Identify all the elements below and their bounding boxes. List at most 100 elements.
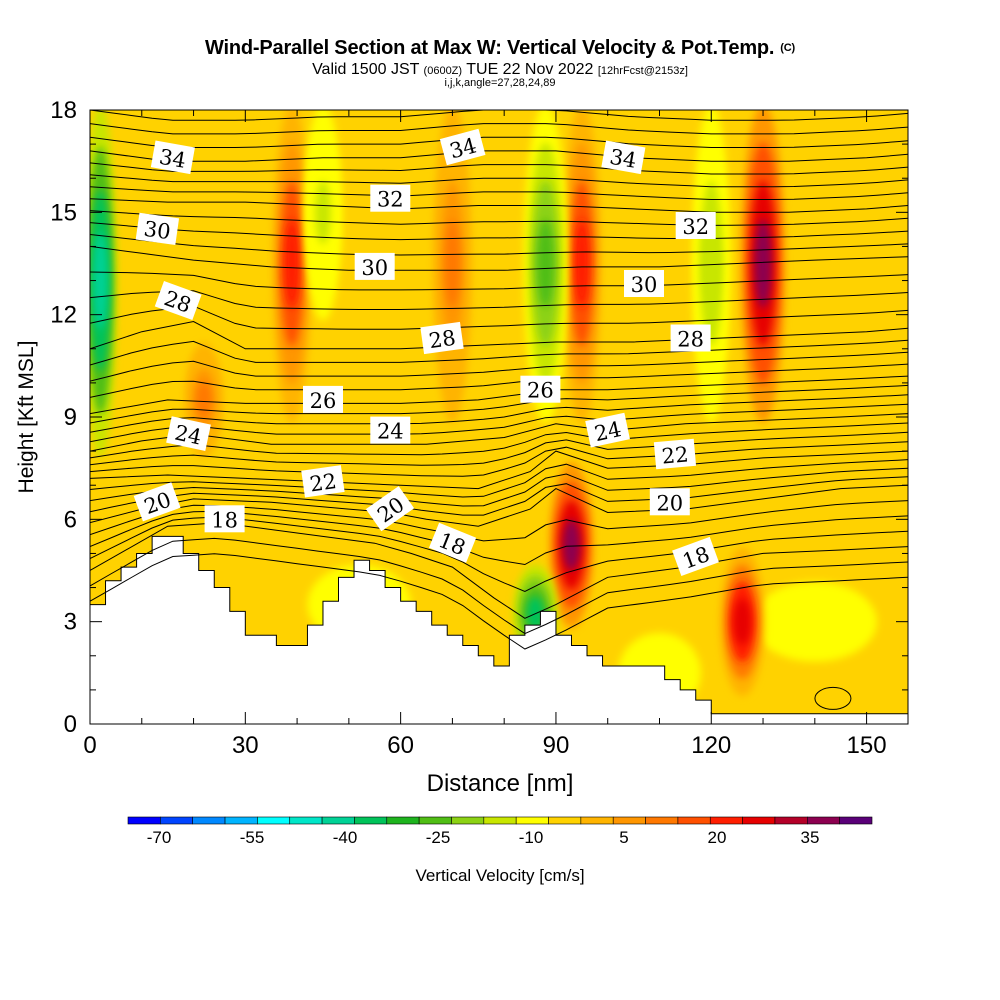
chart-title: Wind-Parallel Section at Max W: Vertical…	[0, 37, 1000, 60]
theta-isoline	[90, 422, 908, 459]
theta-isoline	[90, 305, 908, 330]
theta-label-box	[585, 412, 630, 448]
x-tick-label: 90	[543, 732, 570, 759]
x-tick-label: 60	[387, 732, 414, 759]
colorbar-tick-label: -70	[147, 828, 172, 847]
theta-label-26: 26	[303, 385, 343, 413]
theta-label-box	[133, 482, 181, 522]
colorbar-swatch	[257, 816, 291, 825]
theta-isoline	[90, 234, 908, 256]
theta-isoline-34	[90, 150, 908, 162]
theta-isoline-22	[90, 450, 908, 490]
y-tick-label: 12	[50, 302, 77, 329]
colorbar-swatch	[515, 816, 549, 825]
colorbar: -70 -55 -40 -25 -10 5 20 35	[127, 816, 873, 847]
theta-label-text: 26	[310, 389, 337, 413]
theta-isoline	[90, 476, 908, 516]
theta-isolines	[90, 110, 908, 710]
theta-label-text: 24	[173, 421, 204, 450]
theta-label-24: 24	[166, 416, 211, 451]
colorbar-swatch	[224, 816, 258, 825]
theta-isoline	[90, 174, 908, 188]
y-tick-label: 18	[50, 97, 77, 124]
colorbar-swatch	[677, 816, 711, 825]
x-axis-label: Distance [nm]	[427, 770, 574, 797]
colorbar-swatch	[612, 816, 646, 825]
theta-label-text: 28	[677, 328, 704, 352]
theta-label-box	[520, 375, 561, 403]
x-tick-label: 30	[232, 732, 259, 759]
updraft-region	[562, 519, 580, 571]
theta-label-text: 32	[377, 188, 404, 212]
theta-label-text: 26	[527, 379, 554, 403]
theta-label-box	[354, 252, 395, 280]
theta-label-text: 22	[661, 442, 690, 468]
theta-label-box	[420, 321, 464, 355]
theta-label-24: 24	[370, 416, 411, 444]
theta-label-box	[135, 212, 180, 246]
theta-label-box	[653, 438, 697, 470]
theta-isoline	[90, 467, 908, 507]
theta-label-box	[204, 505, 245, 533]
colorbar-swatch	[839, 816, 873, 825]
updraft-region	[733, 598, 751, 645]
theta-label-box	[370, 184, 411, 212]
updraft-region	[754, 219, 772, 308]
colorbar-swatch	[742, 816, 776, 825]
theta-label-34: 34	[150, 140, 195, 175]
y-tick-label: 15	[50, 199, 77, 226]
theta-label-box	[601, 140, 646, 175]
theta-isoline-18	[90, 522, 908, 619]
theta-label-box	[365, 486, 415, 532]
downdraft-region	[315, 180, 331, 244]
theta-label-28: 28	[420, 321, 464, 355]
theta-label-18: 18	[204, 505, 245, 533]
colorbar-tick-label: -10	[519, 828, 544, 847]
theta-isoline-28	[90, 320, 908, 350]
theta-isoline	[90, 441, 908, 477]
colorbar-swatch	[709, 816, 743, 825]
colorbar-swatch	[192, 816, 226, 825]
colorbar-swatch	[483, 816, 517, 825]
theta-isoline-30	[90, 245, 908, 271]
theta-label-28: 28	[154, 281, 202, 321]
y-tick-label: 9	[64, 404, 77, 431]
theta-label-text: 30	[361, 256, 388, 280]
y-tick-label: 6	[64, 506, 77, 533]
theta-label-box	[303, 385, 343, 413]
theta-label-text: 22	[308, 469, 338, 496]
colorbar-swatch	[418, 816, 452, 825]
theta-isoline	[90, 459, 908, 498]
colorbar-swatch	[580, 816, 614, 825]
colorbar-swatch	[774, 816, 808, 825]
theta-label-text: 32	[682, 215, 709, 239]
theta-label-30: 30	[624, 270, 664, 297]
theta-label-text: 20	[656, 491, 683, 515]
colorbar-label: Vertical Velocity [cm/s]	[415, 866, 584, 885]
theta-label-box	[649, 488, 690, 516]
theta-label-box	[439, 128, 486, 166]
title-unit: (C)	[780, 42, 795, 54]
axes: 0 30 60 90 120 150 0 3 6 9 12 15 18	[50, 97, 908, 759]
colorbar-tick-label: -25	[426, 828, 451, 847]
colorbar-swatch	[548, 816, 582, 825]
theta-label-box	[370, 416, 411, 444]
terrain-polygon	[90, 535, 908, 724]
theta-label-28: 28	[670, 324, 711, 352]
colorbar-swatch	[451, 816, 485, 825]
section-indices: i,j,k,angle=27,28,24,89	[444, 77, 556, 89]
theta-label-34: 34	[601, 140, 646, 175]
colorbar-tick-label: 35	[801, 828, 820, 847]
theta-isoline	[90, 403, 908, 443]
theta-isoline	[90, 162, 908, 175]
theta-label-30: 30	[354, 252, 395, 280]
valid-date: TUE 22 Nov 2022	[466, 61, 594, 78]
theta-isoline	[90, 339, 908, 366]
theta-isoline	[90, 271, 908, 291]
theta-isoline	[90, 553, 908, 650]
valid-prefix: Valid 1500 JST	[312, 61, 420, 78]
theta-label-32: 32	[370, 184, 411, 212]
valid-time: Valid 1500 JST (0600Z) TUE 22 Nov 2022 […	[0, 61, 1000, 79]
theta-isoline	[90, 363, 908, 398]
